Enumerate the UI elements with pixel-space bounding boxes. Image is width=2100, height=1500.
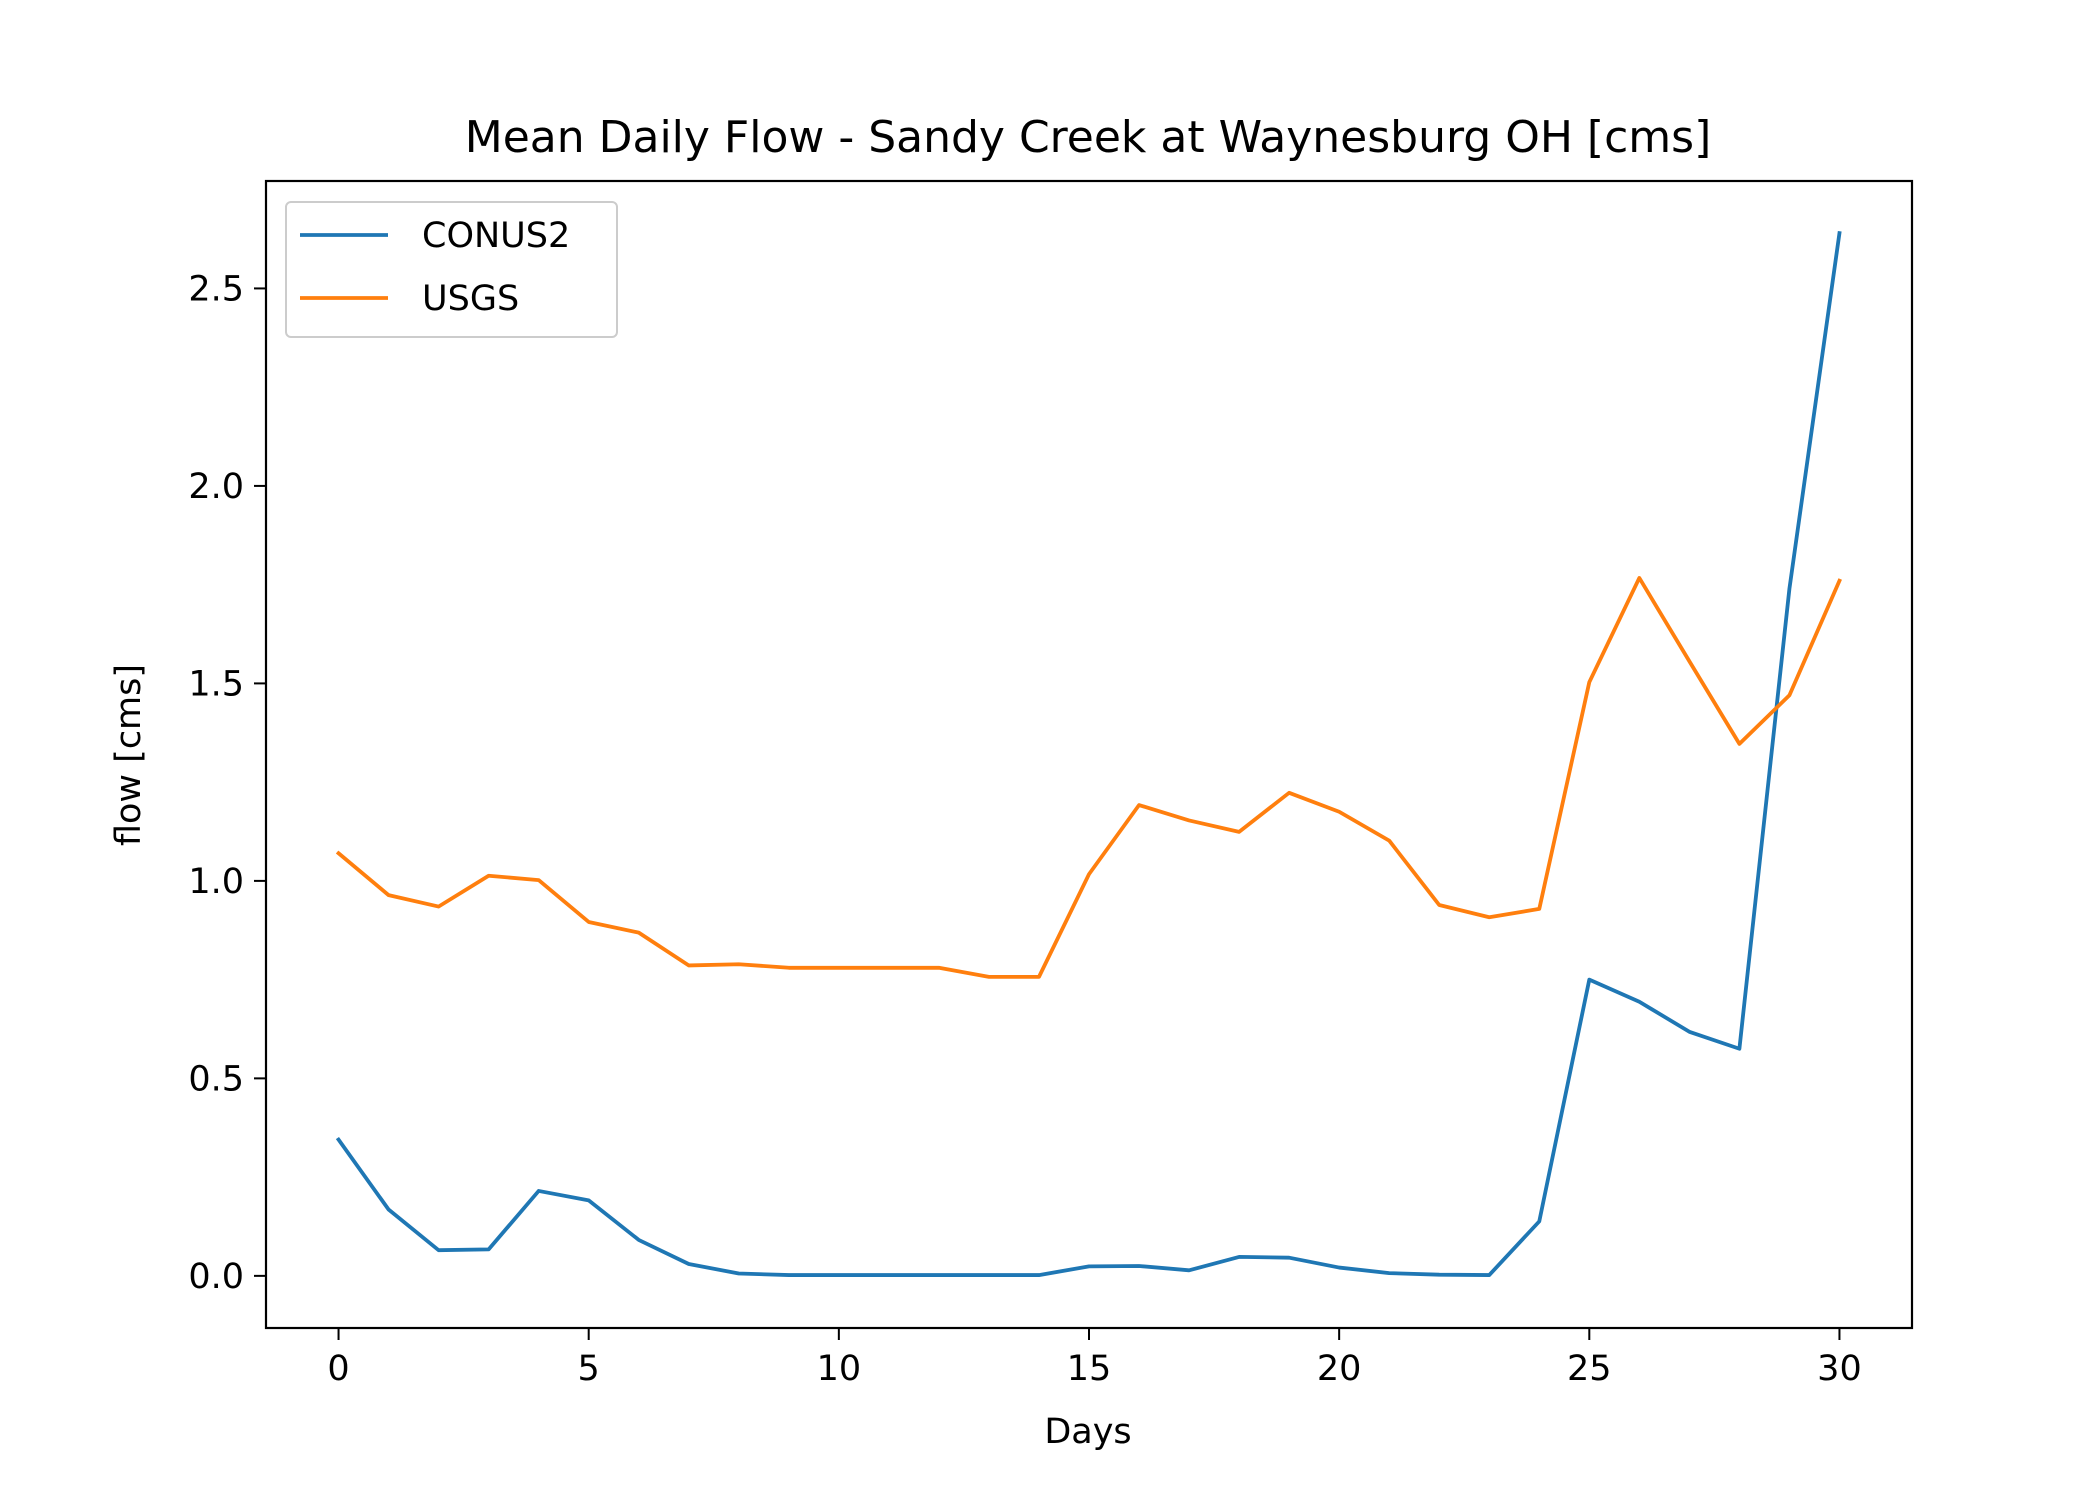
data-point-conus2-15 [1087, 1264, 1091, 1268]
data-point-conus2-23 [1487, 1273, 1491, 1277]
data-point-usgs-28 [1737, 742, 1741, 746]
x-tick-label: 20 [1317, 1349, 1362, 1389]
data-point-conus2-8 [737, 1271, 741, 1275]
data-point-conus2-22 [1437, 1273, 1441, 1277]
data-point-conus2-27 [1687, 1030, 1691, 1034]
data-point-usgs-21 [1387, 839, 1391, 843]
y-tick-label: 1.0 [188, 862, 244, 902]
data-point-conus2-18 [1237, 1255, 1241, 1259]
data-point-usgs-24 [1537, 907, 1541, 911]
data-point-usgs-4 [537, 878, 541, 882]
data-point-conus2-17 [1187, 1268, 1191, 1272]
data-point-usgs-12 [937, 966, 941, 970]
data-point-conus2-1 [387, 1208, 391, 1212]
x-tick-label: 25 [1567, 1349, 1612, 1389]
x-tick-label: 5 [578, 1349, 600, 1389]
data-point-usgs-11 [887, 966, 891, 970]
data-point-usgs-30 [1837, 579, 1841, 583]
data-point-conus2-11 [887, 1273, 891, 1277]
data-point-conus2-21 [1387, 1271, 1391, 1275]
data-point-conus2-7 [687, 1262, 691, 1266]
data-point-conus2-9 [787, 1273, 791, 1277]
data-point-usgs-17 [1187, 818, 1191, 822]
data-point-usgs-25 [1587, 680, 1591, 684]
data-point-usgs-19 [1287, 791, 1291, 795]
data-point-conus2-16 [1137, 1264, 1141, 1268]
data-point-usgs-22 [1437, 903, 1441, 907]
x-tick-label: 0 [327, 1349, 349, 1389]
data-point-usgs-10 [837, 966, 841, 970]
data-point-conus2-30 [1837, 231, 1841, 235]
data-point-conus2-5 [587, 1198, 591, 1202]
legend-label-usgs: USGS [422, 279, 519, 319]
y-tick-label: 2.0 [188, 467, 244, 507]
data-point-conus2-19 [1287, 1256, 1291, 1260]
legend-label-conus2: CONUS2 [422, 216, 570, 256]
data-point-conus2-26 [1637, 1000, 1641, 1004]
series-line-usgs [335, 576, 1842, 979]
data-point-conus2-13 [987, 1273, 991, 1277]
y-tick-label: 2.5 [188, 269, 244, 309]
x-tick-label: 10 [817, 1349, 862, 1389]
data-point-conus2-0 [337, 1138, 341, 1142]
data-point-usgs-16 [1137, 803, 1141, 807]
y-axis: 0.0 0.5 1.0 1.5 2.0 2.5 [188, 269, 266, 1297]
series-line-conus2 [335, 230, 1842, 1277]
y-tick-label: 1.5 [188, 664, 244, 704]
data-point-conus2-10 [837, 1273, 841, 1277]
plot-area [335, 230, 1842, 1277]
data-point-conus2-28 [1737, 1047, 1741, 1051]
data-point-conus2-24 [1537, 1219, 1541, 1223]
data-point-conus2-20 [1337, 1266, 1341, 1270]
data-point-usgs-8 [737, 962, 741, 966]
data-point-usgs-6 [637, 931, 641, 935]
y-tick-label: 0.0 [188, 1257, 244, 1297]
data-point-usgs-26 [1637, 576, 1641, 580]
data-point-usgs-13 [987, 975, 991, 979]
data-point-usgs-9 [787, 966, 791, 970]
data-point-usgs-1 [387, 893, 391, 897]
data-point-conus2-2 [437, 1248, 441, 1252]
data-point-usgs-0 [337, 851, 341, 855]
data-point-conus2-25 [1587, 978, 1591, 982]
x-axis: 0 5 10 15 20 25 30 [327, 1328, 1862, 1389]
data-point-usgs-18 [1237, 830, 1241, 834]
data-point-usgs-20 [1337, 810, 1341, 814]
data-point-usgs-3 [487, 874, 491, 878]
data-point-usgs-29 [1787, 693, 1791, 697]
legend: CONUS2 USGS [285, 201, 618, 338]
x-tick-label: 15 [1067, 1349, 1112, 1389]
x-axis-label: Days [1044, 1412, 1131, 1452]
data-point-conus2-12 [937, 1273, 941, 1277]
data-point-usgs-2 [437, 905, 441, 909]
y-tick-label: 0.5 [188, 1059, 244, 1099]
data-point-usgs-15 [1087, 872, 1091, 876]
data-point-conus2-29 [1787, 587, 1791, 591]
data-point-usgs-5 [587, 920, 591, 924]
data-point-usgs-7 [687, 963, 691, 967]
x-tick-label: 30 [1817, 1349, 1862, 1389]
y-axis-label: flow [cms] [109, 664, 149, 846]
chart-title: Mean Daily Flow - Sandy Creek at Waynesb… [465, 112, 1712, 163]
data-point-conus2-14 [1037, 1273, 1041, 1277]
data-point-conus2-4 [537, 1189, 541, 1193]
data-point-conus2-3 [487, 1247, 491, 1251]
data-point-usgs-27 [1687, 659, 1691, 663]
data-point-usgs-14 [1037, 975, 1041, 979]
data-point-conus2-6 [637, 1238, 641, 1242]
data-point-usgs-23 [1487, 915, 1491, 919]
